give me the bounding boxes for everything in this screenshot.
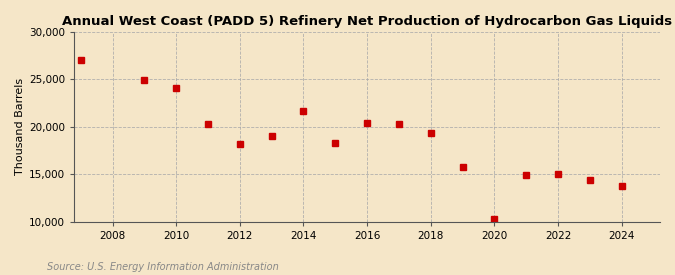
Y-axis label: Thousand Barrels: Thousand Barrels: [15, 78, 25, 175]
Title: Annual West Coast (PADD 5) Refinery Net Production of Hydrocarbon Gas Liquids: Annual West Coast (PADD 5) Refinery Net …: [62, 15, 672, 28]
Text: Source: U.S. Energy Information Administration: Source: U.S. Energy Information Administ…: [47, 262, 279, 272]
